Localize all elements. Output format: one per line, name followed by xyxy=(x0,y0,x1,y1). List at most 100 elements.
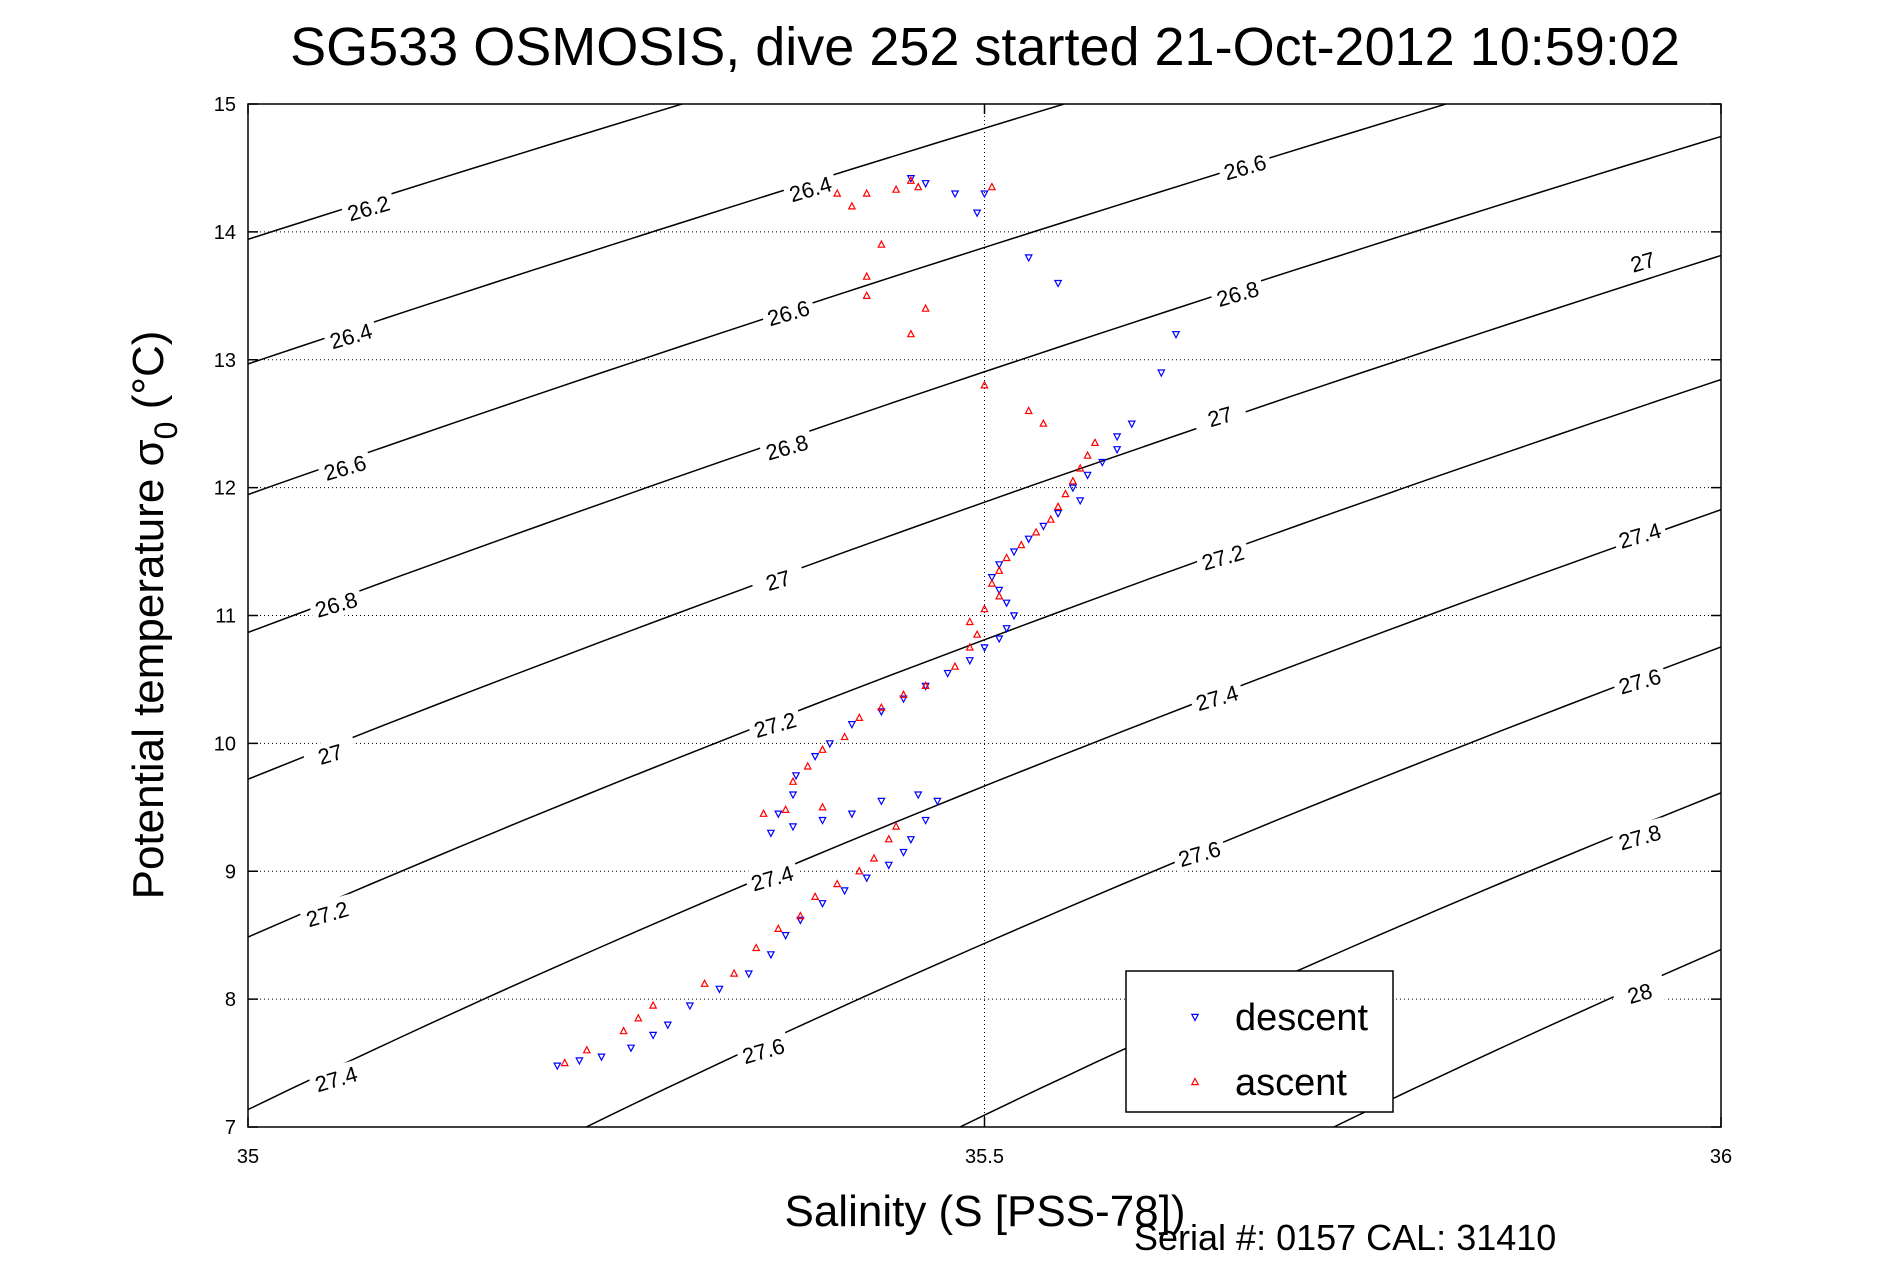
ascent-point xyxy=(862,291,871,299)
ascent-point xyxy=(1068,476,1078,485)
ascent-point xyxy=(1002,553,1011,562)
ascent-point xyxy=(855,713,864,722)
contour-label-background xyxy=(1611,661,1669,701)
ascent-point xyxy=(810,892,820,901)
ascent-point xyxy=(634,1013,643,1022)
grid xyxy=(248,104,1721,1127)
y-tick-label: 8 xyxy=(225,989,236,1011)
contour-label-background xyxy=(307,584,365,625)
ascent-point xyxy=(877,702,886,711)
contour-label-background xyxy=(298,894,356,934)
descent-point xyxy=(791,772,801,781)
contour-label-background xyxy=(301,734,359,774)
y-tick-label: 11 xyxy=(215,606,236,628)
y-axis-label: Potential temperature σ0 (°C) xyxy=(124,331,184,900)
legend-descent-label: descent xyxy=(1235,997,1369,1039)
descent-series xyxy=(553,175,1181,1071)
ascent-point xyxy=(995,565,1004,574)
ascent-point xyxy=(774,924,783,933)
descent-point xyxy=(1053,279,1063,288)
descent-point xyxy=(796,916,805,925)
descent-point xyxy=(906,175,916,183)
ascent-point xyxy=(899,690,908,698)
ascent-point xyxy=(877,239,886,248)
y-axis-label-spacer xyxy=(124,409,173,421)
contour-label-background xyxy=(1194,537,1252,577)
ascent-point xyxy=(1053,502,1063,510)
descent-point xyxy=(994,586,1004,595)
ascent-point xyxy=(1090,438,1100,446)
ascent-point xyxy=(1046,514,1055,523)
ascent-point xyxy=(980,380,989,389)
descent-point xyxy=(626,1044,636,1053)
descent-point xyxy=(766,829,776,838)
ascent-point xyxy=(891,184,901,193)
ascent-point xyxy=(987,182,997,191)
descent-point xyxy=(1009,548,1019,557)
ascent-point xyxy=(987,578,997,587)
descent-point xyxy=(847,810,857,819)
ascent-point xyxy=(950,661,960,670)
density-contour-label: 27 xyxy=(1191,396,1249,437)
y-tick-label: 15 xyxy=(214,94,236,116)
descent-point xyxy=(1076,497,1085,506)
descent-point xyxy=(965,657,974,666)
ascent-point xyxy=(1083,450,1092,459)
density-contour-label: 27.4 xyxy=(743,858,801,898)
ascent-point xyxy=(972,629,982,638)
descent-point xyxy=(825,740,834,749)
descent-point xyxy=(913,791,923,800)
contour-label-background xyxy=(1170,833,1228,874)
descent-point xyxy=(877,708,886,717)
ascent-point xyxy=(759,808,768,817)
descent-point xyxy=(1127,420,1136,429)
descent-point xyxy=(906,836,916,845)
ascent-point xyxy=(729,968,739,977)
descent-point xyxy=(744,970,753,979)
density-contour-line xyxy=(248,104,685,241)
descent-point xyxy=(995,561,1004,570)
contour-label-background xyxy=(339,188,398,228)
contour-label-background xyxy=(307,1059,365,1099)
density-contour-line xyxy=(1332,948,1721,1127)
contour-label-background xyxy=(1611,817,1669,857)
y-tick-label: 7 xyxy=(225,1117,236,1139)
ascent-point xyxy=(796,911,805,920)
contour-label-background xyxy=(759,293,817,333)
x-tick-label: 35 xyxy=(237,1146,259,1168)
ascent-point xyxy=(965,642,974,651)
ascent-point xyxy=(862,271,871,280)
descent-point xyxy=(1098,458,1107,467)
descent-point xyxy=(840,887,849,896)
descent-point xyxy=(1157,369,1166,378)
x-tick-label: 35.5 xyxy=(965,1146,1004,1168)
ascent-point xyxy=(781,805,790,814)
y-tick-label: 12 xyxy=(214,478,236,500)
descent-point xyxy=(972,209,982,218)
contour-label-background xyxy=(734,1030,792,1071)
descent-point xyxy=(933,797,942,806)
contour-label-background xyxy=(322,316,380,356)
y-tick-label: 9 xyxy=(225,861,236,883)
contour-label-background xyxy=(1188,677,1246,718)
descent-point xyxy=(943,669,952,678)
ascent-point xyxy=(700,979,709,987)
density-contour-label: 26.8 xyxy=(1209,273,1267,314)
descent-point xyxy=(1024,254,1033,263)
descent-point xyxy=(862,874,871,883)
axis-ticks: 35 35.5 36 7 8 9 10 11 12 13 14 15 xyxy=(214,94,1732,1168)
ascent-point xyxy=(560,1058,569,1067)
descent-point xyxy=(980,190,989,199)
descent-point xyxy=(810,752,820,761)
y-axis-label-subscript: 0 xyxy=(148,422,184,440)
legend: descent ascent xyxy=(1125,970,1394,1113)
x-axis-label: Salinity (S [PSS-78]) xyxy=(784,1187,1185,1236)
descent-point xyxy=(1002,599,1011,608)
descent-point xyxy=(1009,612,1019,621)
descent-point xyxy=(921,180,930,189)
